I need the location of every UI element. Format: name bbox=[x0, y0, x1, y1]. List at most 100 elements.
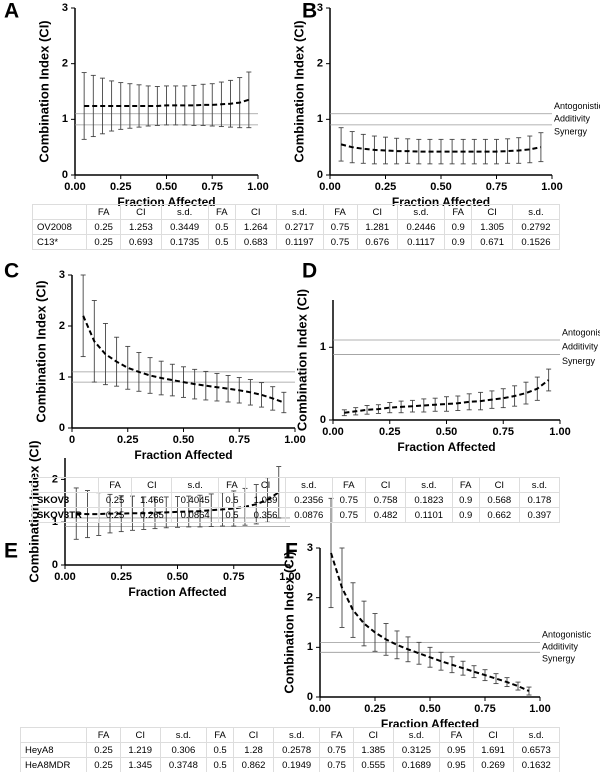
table-cell: 0.5 bbox=[206, 742, 235, 758]
y-tick-label: 0 bbox=[320, 414, 326, 426]
table-cell: 0.671 bbox=[471, 234, 513, 250]
table-cell: 0.95 bbox=[439, 742, 474, 758]
y-axis-title: Combination Index (CI) bbox=[36, 20, 51, 162]
error-bar bbox=[203, 370, 209, 401]
table-cell: 1.253 bbox=[120, 219, 162, 235]
table-cell: 0.0876 bbox=[285, 507, 333, 523]
table-cell: 0.2792 bbox=[511, 219, 561, 235]
x-tick-label: 0.75 bbox=[493, 426, 514, 438]
table-cell: 1.345 bbox=[119, 757, 161, 772]
header-cell: s.d. bbox=[512, 727, 561, 743]
error-bar bbox=[169, 363, 175, 397]
table-cell: 0.95 bbox=[439, 757, 474, 772]
table-cell: 0.5 bbox=[207, 219, 237, 235]
x-tick-label: 0.50 bbox=[167, 571, 188, 583]
header-cell: CI bbox=[245, 477, 287, 493]
table-cell: 0.1526 bbox=[511, 234, 561, 250]
header-cell: FA bbox=[319, 727, 354, 743]
reference-label: Synergy bbox=[562, 356, 596, 366]
corner-cell bbox=[32, 477, 99, 493]
row-header: HeyA8 bbox=[19, 742, 88, 758]
header-cell: CI bbox=[365, 477, 407, 493]
x-tick-label: 0 bbox=[69, 434, 75, 446]
table-cell: 0.25 bbox=[86, 234, 122, 250]
error-bar bbox=[341, 409, 347, 417]
error-bar bbox=[136, 84, 142, 128]
table-cell: 0.75 bbox=[322, 219, 358, 235]
y-tick-label: 1 bbox=[307, 641, 313, 653]
reference-label: Synergy bbox=[554, 126, 588, 136]
table-cell: 0.269 bbox=[472, 757, 514, 772]
y-axis-title: Combination Index (CI) bbox=[291, 20, 306, 162]
x-axis-title: Fraction Affected bbox=[128, 585, 226, 599]
corner-cell bbox=[19, 727, 88, 743]
header-cell: CI bbox=[478, 477, 520, 493]
table-cell: 0.25 bbox=[86, 219, 122, 235]
header-cell: CI bbox=[120, 204, 162, 220]
error-bar bbox=[127, 83, 133, 129]
y-tick-label: 1 bbox=[320, 341, 326, 353]
header-cell: FA bbox=[206, 727, 235, 743]
error-bar bbox=[438, 651, 444, 671]
x-tick-label: 0.25 bbox=[364, 703, 385, 715]
y-axis-title: Combination Index (CI) bbox=[33, 280, 48, 422]
table-row: HeA8MDR 0.25 1.345 0.3748 0.5 0.862 0.1949 0.75… bbox=[19, 757, 561, 772]
table-cell: 0.4045 bbox=[171, 492, 219, 508]
error-bar bbox=[281, 391, 287, 414]
panel-label: B bbox=[302, 0, 317, 23]
error-bar bbox=[523, 381, 529, 405]
row-header: C13* bbox=[31, 234, 88, 250]
table-cell: 0.25 bbox=[97, 507, 133, 523]
y-tick-label: 1 bbox=[59, 371, 65, 383]
header-cell: s.d. bbox=[396, 204, 445, 220]
error-bar bbox=[466, 393, 472, 411]
row-header: OV2008 bbox=[31, 219, 88, 235]
x-tick-label: 0.50 bbox=[419, 703, 440, 715]
series-line bbox=[344, 379, 550, 414]
error-bar bbox=[200, 83, 206, 126]
table-cell: 0.6573 bbox=[512, 742, 561, 758]
x-tick-label: 0.25 bbox=[111, 571, 132, 583]
x-tick-label: 0.50 bbox=[173, 434, 194, 446]
series-line bbox=[330, 552, 530, 692]
table-cell: 0.25 bbox=[86, 742, 121, 758]
table-header-row: FA CI s.d. FA CI s.d. FA CI s.d. FA CI s.d. bbox=[31, 204, 561, 220]
error-bar bbox=[527, 135, 533, 164]
panel-label: A bbox=[4, 0, 19, 23]
header-cell: CI bbox=[471, 204, 513, 220]
table-cell: 0.1197 bbox=[275, 234, 324, 250]
x-tick-label: 0.00 bbox=[64, 181, 85, 193]
header-cell: FA bbox=[86, 727, 121, 743]
error-bar bbox=[500, 388, 506, 409]
x-tick-label: 0.00 bbox=[309, 703, 330, 715]
header-cell: s.d. bbox=[518, 477, 561, 493]
error-bar bbox=[416, 138, 422, 165]
y-axis-title: Combination Index (CI) bbox=[294, 289, 309, 431]
table-header-row: FA CI s.d. FA CI s.d. FA CI s.d. FA CI s.d. bbox=[19, 727, 561, 743]
corner-cell bbox=[31, 204, 88, 220]
header-cell: CI bbox=[235, 204, 277, 220]
table-cell: 0.178 bbox=[518, 492, 561, 508]
x-tick-label: 1.00 bbox=[247, 181, 268, 193]
error-bar bbox=[515, 681, 521, 691]
table-cell: 0.5 bbox=[207, 234, 237, 250]
x-axis-title: Fraction Affected bbox=[397, 440, 495, 454]
x-tick-label: 0.00 bbox=[54, 571, 75, 583]
header-cell: s.d. bbox=[275, 204, 324, 220]
table-cell: 0.75 bbox=[331, 507, 367, 523]
table-cell: 0.1101 bbox=[405, 507, 453, 523]
x-tick-label: 0.75 bbox=[229, 434, 250, 446]
table-cell: 0.1735 bbox=[160, 234, 209, 250]
error-bar bbox=[471, 138, 477, 165]
table-cell: 1.219 bbox=[119, 742, 161, 758]
header-cell: s.d. bbox=[392, 727, 441, 743]
header-cell: FA bbox=[207, 204, 237, 220]
table-row: OV2008 0.25 1.253 0.3449 0.5 1.264 0.2717 0.75 1… bbox=[31, 219, 561, 235]
table-cell: 0.676 bbox=[356, 234, 398, 250]
error-bar bbox=[81, 72, 87, 140]
table-cell: 0.9 bbox=[451, 507, 480, 523]
header-cell: s.d. bbox=[285, 477, 333, 493]
table-cell: 0.555 bbox=[352, 757, 394, 772]
table-cell: 1.039 bbox=[245, 492, 287, 508]
header-cell: s.d. bbox=[171, 477, 219, 493]
